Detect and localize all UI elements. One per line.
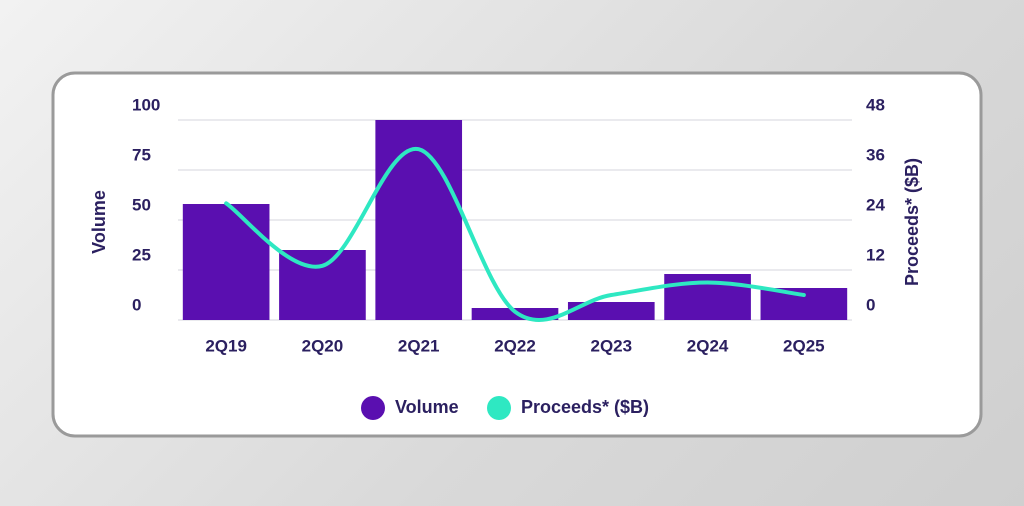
x-tick-label: 2Q19 <box>205 336 247 355</box>
x-tick-label: 2Q23 <box>590 336 632 355</box>
y2-tick-label: 12 <box>866 245 885 264</box>
y-tick-label: 0 <box>132 295 141 314</box>
x-tick-label: 2Q24 <box>687 336 729 355</box>
y2-tick-label: 36 <box>866 145 885 164</box>
bar <box>567 302 655 320</box>
legend-swatch <box>361 396 385 420</box>
plot: 2Q19 2Q20 2Q21 2Q22 2Q23 2Q24 2Q25 <box>182 120 848 355</box>
legend-label: Volume <box>395 397 459 417</box>
x-tick-label: 2Q22 <box>494 336 536 355</box>
grid: 0 25 50 75 100 0 12 24 36 48 <box>132 95 885 321</box>
y-tick-label: 100 <box>132 95 160 114</box>
y-tick-label: 25 <box>132 245 151 264</box>
bar <box>182 204 270 320</box>
bar <box>760 288 848 320</box>
legend-swatch <box>487 396 511 420</box>
x-tick-label: 2Q20 <box>302 336 344 355</box>
y2-tick-label: 0 <box>866 295 875 314</box>
y2-tick-label: 48 <box>866 95 885 114</box>
y-axis-title: Volume <box>89 190 109 254</box>
legend: Volume Proceeds* ($B) <box>361 396 649 420</box>
y-tick-label: 50 <box>132 195 151 214</box>
y2-axis-title: Proceeds* ($B) <box>902 158 922 286</box>
x-tick-label: 2Q25 <box>783 336 825 355</box>
y-tick-label: 75 <box>132 145 151 164</box>
legend-label: Proceeds* ($B) <box>521 397 649 417</box>
line <box>224 147 806 322</box>
y2-tick-label: 24 <box>866 195 885 214</box>
x-tick-label: 2Q21 <box>398 336 440 355</box>
card <box>51 71 983 438</box>
bar <box>375 120 463 320</box>
